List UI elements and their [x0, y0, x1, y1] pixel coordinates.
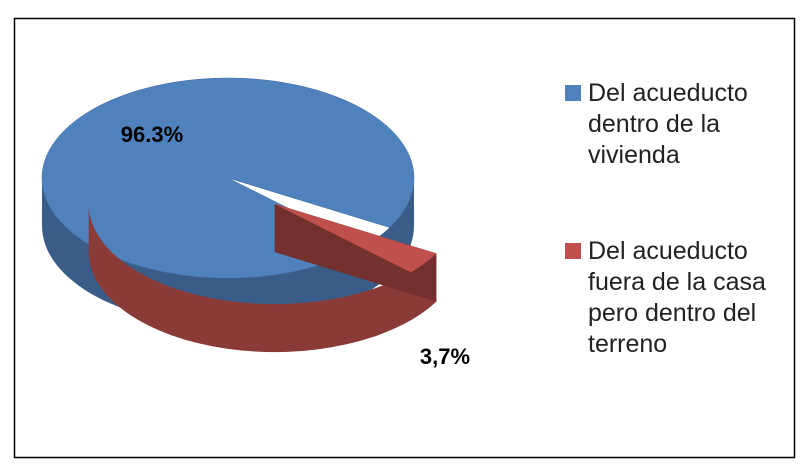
slice	[274, 203, 437, 273]
legend-label: Del acueducto fuera de la casa pero dent…	[588, 237, 766, 358]
data-label: 96.3%	[121, 122, 183, 147]
slice-cut	[274, 204, 437, 302]
data-label: 3,7%	[420, 344, 470, 369]
legend-label: Del acueducto dentro de la vivienda	[588, 79, 748, 169]
slice-side	[88, 204, 437, 353]
legend-swatch	[565, 85, 581, 101]
legend-swatch	[565, 243, 581, 259]
